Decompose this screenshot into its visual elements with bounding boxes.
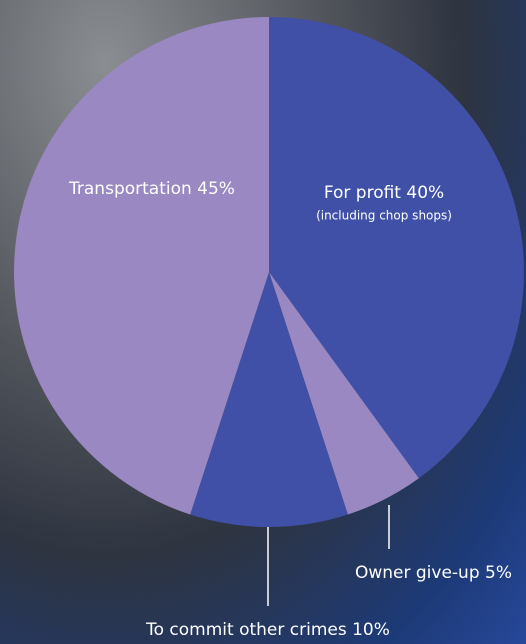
slice-label: Transportation 45%: [68, 179, 235, 199]
slice-label: To commit other crimes 10%: [145, 620, 390, 640]
pie-slice: [13, 17, 270, 515]
pie-slice: [269, 272, 419, 515]
pie-slice: [190, 272, 348, 527]
slice-label: For profit 40%: [324, 183, 444, 203]
annotation: (including chop shops): [316, 209, 452, 223]
pie-slice: [269, 17, 525, 479]
slice-label: Owner give-up 5%: [355, 563, 512, 583]
